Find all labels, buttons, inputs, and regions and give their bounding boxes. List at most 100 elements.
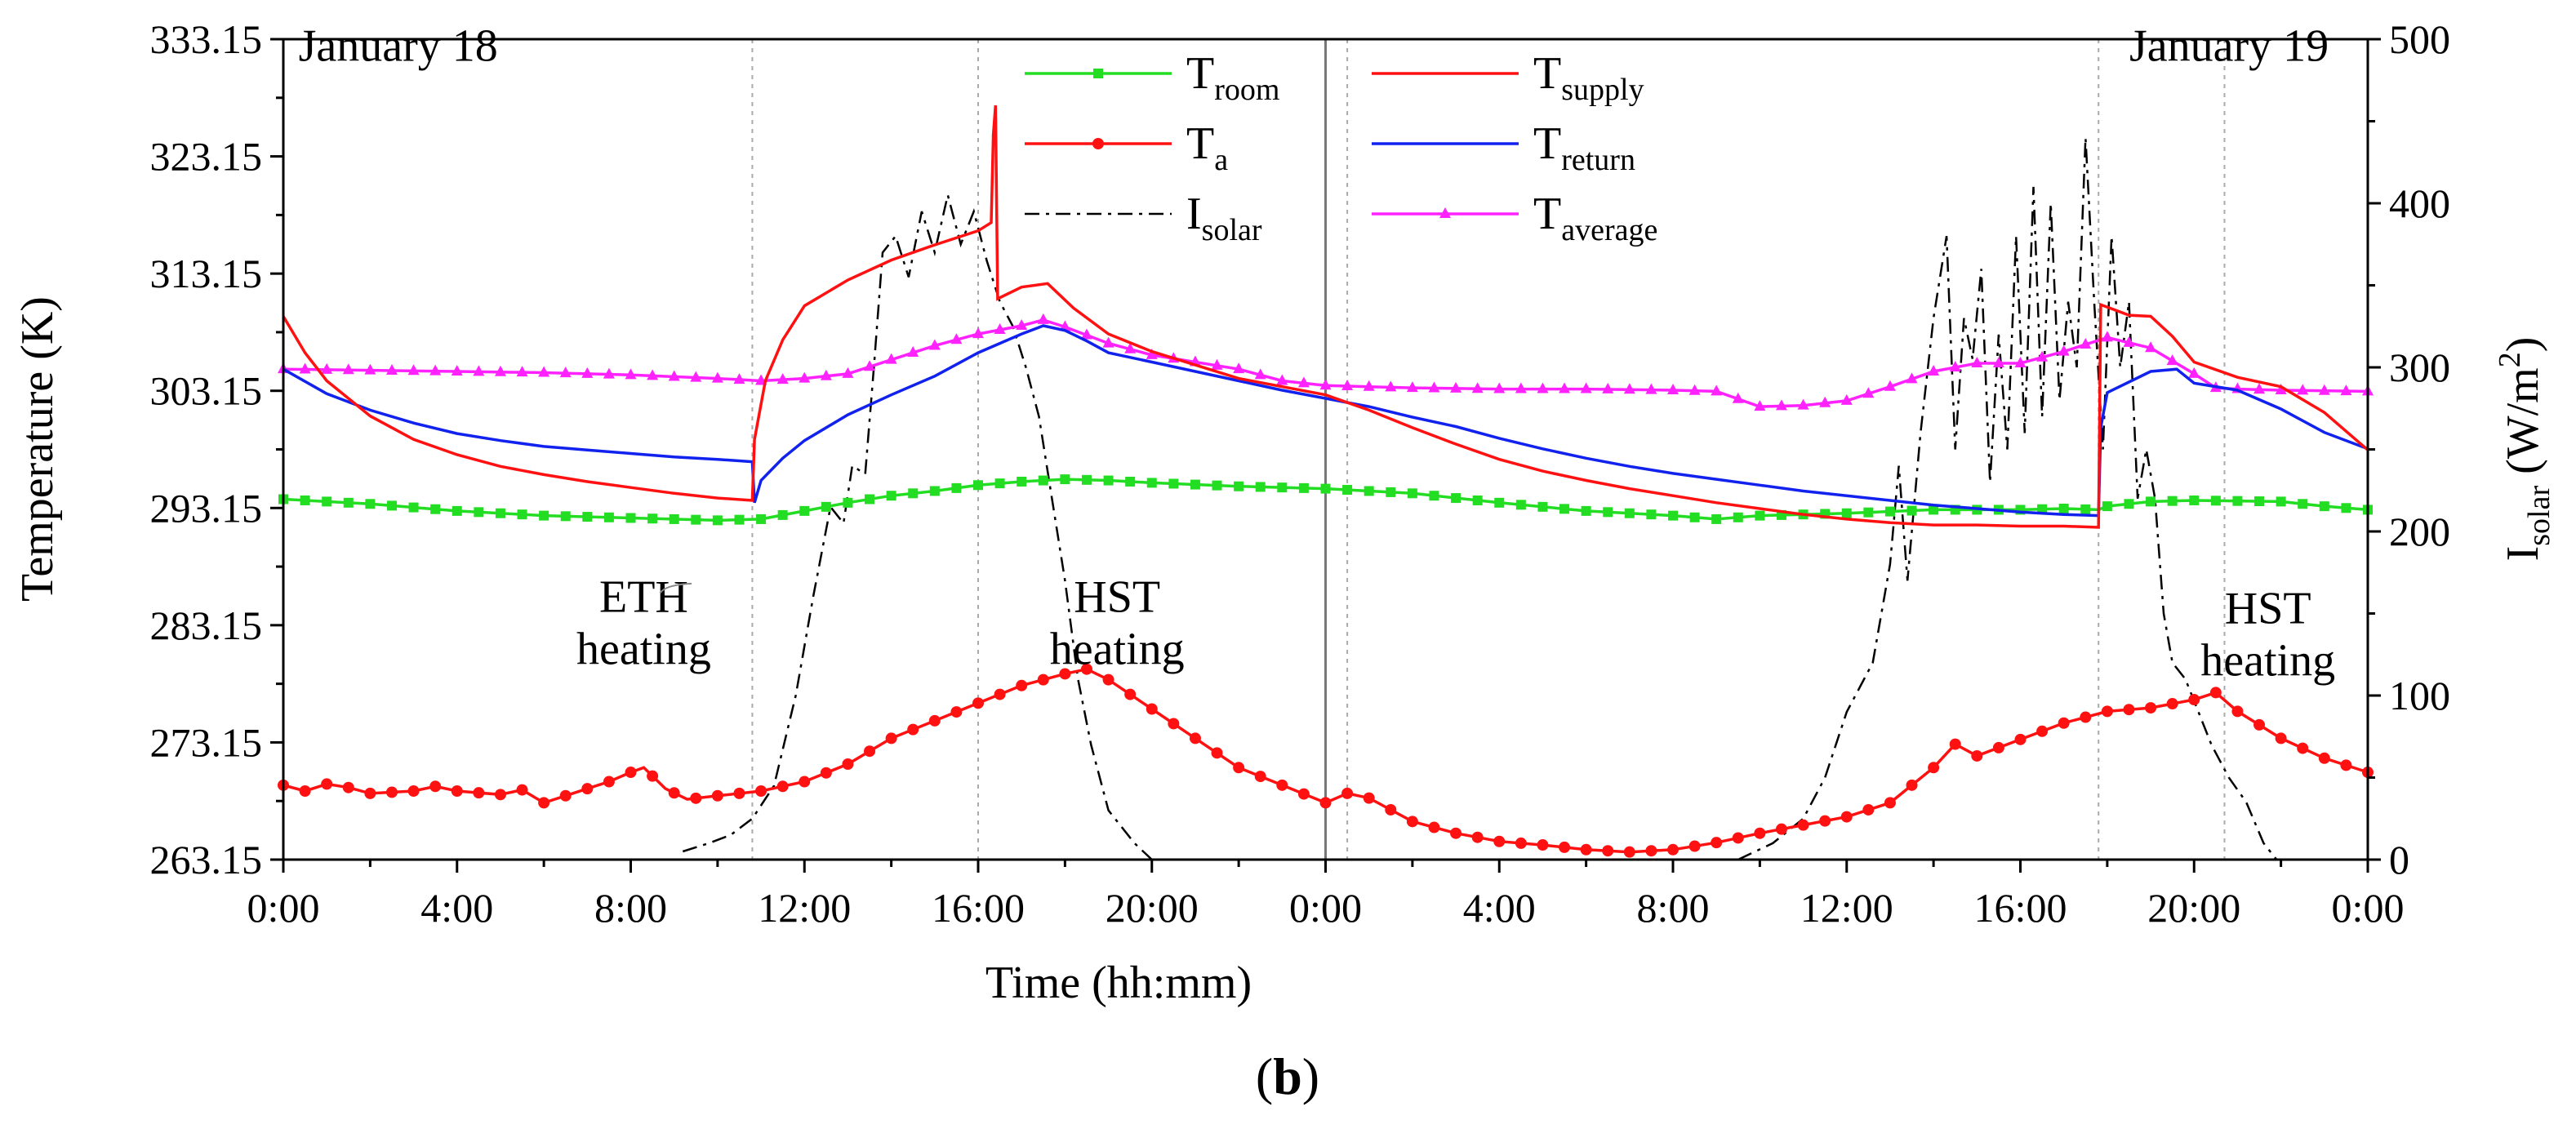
data-point: [776, 373, 789, 384]
data-point: [1602, 845, 1614, 857]
y-tick-label: 273.15: [150, 719, 263, 765]
data-point: [1581, 505, 1591, 516]
data-point: [1341, 379, 1354, 390]
data-point: [603, 512, 614, 522]
legend-label: Troom: [1186, 48, 1279, 107]
legend-item: Isolar: [1025, 189, 1262, 247]
annotation-text: January 19: [2129, 21, 2329, 72]
data-point: [2209, 687, 2222, 699]
data-point: [994, 478, 1005, 489]
x-tick-label: 16:00: [932, 885, 1025, 931]
x-tick-label: 12:00: [1800, 885, 1893, 931]
panel-label-close: ): [1302, 1047, 1319, 1105]
data-point: [1711, 384, 1723, 396]
x-axis-title: Time (hh:mm): [985, 958, 1252, 1008]
data-point: [300, 495, 310, 505]
data-point: [1471, 831, 1484, 843]
data-point: [2123, 704, 2135, 716]
data-point: [2210, 496, 2221, 506]
series-t-a: [278, 663, 2374, 858]
data-point: [1059, 668, 1071, 680]
data-point: [1733, 512, 1743, 522]
data-point: [1146, 478, 1157, 488]
y-tick-label: 263.15: [150, 837, 263, 882]
data-point: [2276, 496, 2286, 507]
data-point: [1472, 495, 1483, 505]
data-point: [2232, 496, 2243, 506]
data-point: [776, 780, 789, 793]
data-point: [364, 363, 376, 375]
data-point: [1862, 387, 1875, 398]
data-point: [322, 496, 332, 507]
data-point: [1928, 762, 1940, 774]
data-point: [1624, 508, 1635, 518]
data-point: [2080, 711, 2092, 723]
data-point: [2166, 354, 2178, 366]
data-point: [2146, 496, 2156, 507]
data-point: [625, 767, 637, 779]
data-point: [950, 706, 963, 718]
data-point: [1102, 336, 1114, 348]
y-tick-label: 303.15: [150, 368, 263, 414]
data-point: [2297, 742, 2309, 754]
data-point: [1080, 663, 1092, 675]
y2-tick-label: 0: [2389, 837, 2409, 882]
data-point: [495, 508, 505, 518]
data-point: [2275, 732, 2287, 745]
data-point: [1017, 476, 1027, 487]
event-line-group: [751, 39, 2226, 860]
legend-item: Troom: [1025, 48, 1279, 107]
data-point: [2101, 331, 2113, 342]
data-point: [820, 369, 832, 380]
data-point: [928, 339, 941, 350]
data-point: [1906, 505, 1917, 516]
data-point: [1277, 482, 1288, 493]
data-point: [2188, 694, 2200, 706]
data-point: [1428, 821, 1440, 833]
data-point: [2123, 336, 2135, 347]
data-point: [1493, 835, 1506, 847]
data-point: [343, 497, 354, 508]
data-point: [1819, 396, 1831, 407]
data-point: [1559, 841, 1571, 853]
data-point: [1233, 362, 1245, 374]
legend-item: Taverage: [1372, 189, 1657, 247]
data-point: [1884, 380, 1896, 391]
data-point: [1168, 478, 1179, 489]
y2-tick-label: 100: [2389, 673, 2450, 718]
legend-label-sub: supply: [1561, 73, 1644, 107]
data-point: [385, 786, 398, 798]
data-point: [1688, 840, 1701, 852]
data-point: [1645, 383, 1657, 394]
data-point: [733, 373, 745, 384]
data-point: [451, 785, 463, 798]
series-group: [278, 104, 2374, 861]
data-point: [1559, 504, 1570, 514]
data-point: [429, 364, 442, 376]
y-tick-label: 283.15: [150, 602, 263, 648]
data-point: [711, 789, 723, 802]
data-point: [2037, 504, 2048, 514]
data-point: [625, 513, 636, 523]
data-point: [1451, 493, 1462, 504]
data-point: [1124, 342, 1137, 353]
data-point: [1840, 811, 1853, 823]
data-point: [1929, 504, 1939, 515]
data-point: [1254, 771, 1266, 783]
data-point: [538, 797, 550, 809]
data-point: [2319, 501, 2329, 512]
data-point: [2340, 384, 2352, 396]
x-tick-label: 4:00: [1463, 885, 1536, 931]
data-point: [2253, 718, 2266, 731]
data-point: [1862, 803, 1875, 816]
data-point: [2166, 698, 2178, 710]
tick-group: 0:00 4:00 8:00 12:00 16:00 20:00 0:00 4:00 8:00 1…: [150, 16, 2451, 931]
data-point: [1754, 827, 1766, 839]
data-point: [1406, 381, 1418, 393]
data-point: [473, 365, 485, 376]
data-point: [1559, 382, 1571, 393]
data-point: [2298, 499, 2308, 509]
data-point: [843, 497, 853, 508]
